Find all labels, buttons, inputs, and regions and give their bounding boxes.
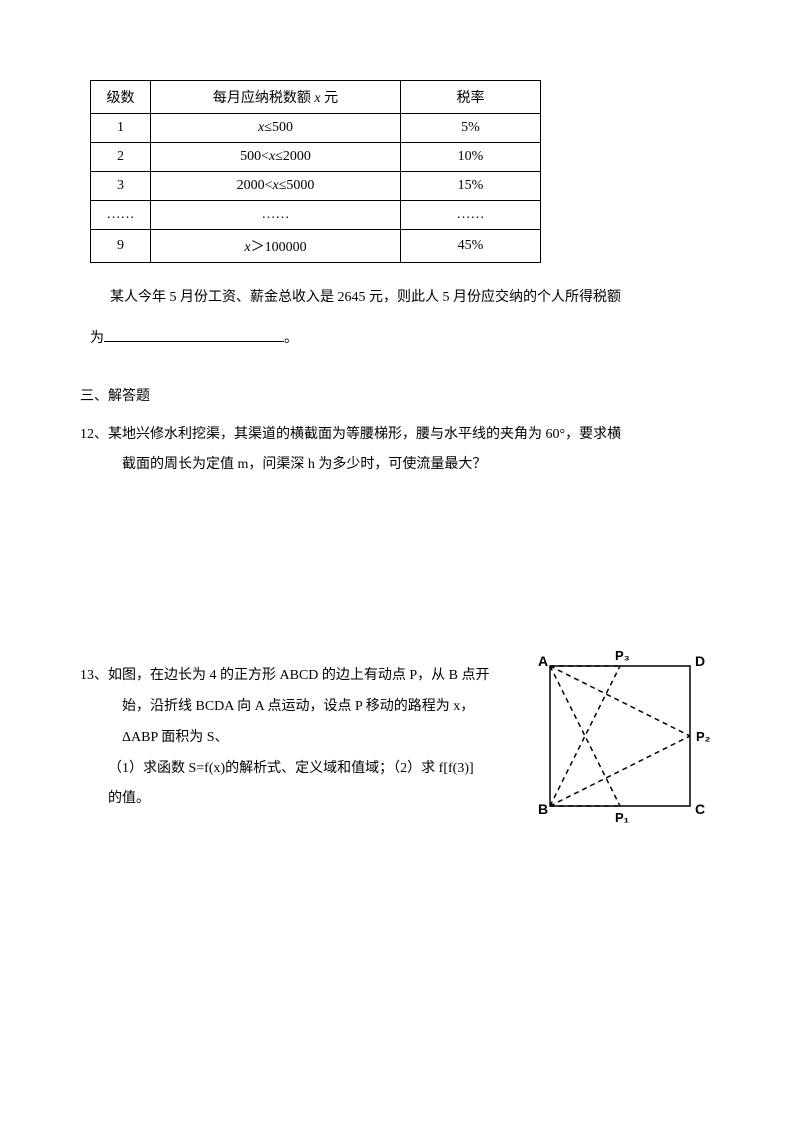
line-b-p3 (550, 666, 620, 806)
question-13-text: 13、如图，在边长为 4 的正方形 ABCD 的边上有动点 P，从 B 点开 始… (80, 661, 520, 815)
tax-problem-line2: 为。 (90, 324, 720, 355)
q13-line3: ΔABP 面积为 S、 (122, 723, 510, 754)
question-12: 12、某地兴修水利挖渠，其渠道的横截面为等腰梯形，腰与水平线的夹角为 60°，要… (80, 420, 720, 482)
line-a-p1 (550, 666, 620, 806)
tax-problem-text: 某人今年 5 月份工资、薪金总收入是 2645 元，则此人 5 月份应交纳的个人… (110, 283, 720, 314)
table-row: 9 x＞100000 45% (91, 230, 541, 263)
q13-sub1: （1）求函数 S=f(x)的解析式、定义域和值域；（2）求 f[f(3)] (108, 754, 510, 785)
tax-problem-suffix: 。 (284, 331, 298, 346)
question-13-container: 13、如图，在边长为 4 的正方形 ABCD 的边上有动点 P，从 B 点开 始… (80, 661, 720, 836)
line-a-p2 (550, 666, 690, 736)
header-rate: 税率 (401, 81, 541, 114)
label-b: B (538, 801, 548, 817)
label-p3: P₃ (615, 648, 630, 663)
cell-level: …… (91, 201, 151, 230)
table-row: 2 500<x≤2000 10% (91, 143, 541, 172)
label-c: C (695, 801, 705, 817)
table-header-row: 级数 每月应纳税数额 x 元 税率 (91, 81, 541, 114)
square-diagram: A B C D P₁ P₂ P₃ (520, 636, 720, 836)
diagram-svg: A B C D P₁ P₂ P₃ (520, 636, 720, 836)
tax-problem-line1: 某人今年 5 月份工资、薪金总收入是 2645 元，则此人 5 月份应交纳的个人… (110, 290, 621, 305)
cell-amount: x≤500 (151, 114, 401, 143)
cell-rate: 45% (401, 230, 541, 263)
q12-number: 12、 (80, 427, 108, 442)
label-p2: P₂ (696, 729, 711, 744)
square-abcd (550, 666, 690, 806)
label-a: A (538, 653, 548, 669)
fill-in-blank[interactable] (104, 328, 284, 342)
cell-amount: …… (151, 201, 401, 230)
tax-problem-prefix: 为 (90, 331, 104, 346)
table-row: …… …… …… (91, 201, 541, 230)
cell-rate: …… (401, 201, 541, 230)
cell-rate: 10% (401, 143, 541, 172)
header-level: 级数 (91, 81, 151, 114)
q13-number: 13、 (80, 668, 108, 683)
cell-level: 2 (91, 143, 151, 172)
cell-level: 3 (91, 172, 151, 201)
cell-amount: x＞100000 (151, 230, 401, 263)
q12-line1: 某地兴修水利挖渠，其渠道的横截面为等腰梯形，腰与水平线的夹角为 60°，要求横 (108, 427, 621, 442)
q13-sub2: 的值。 (108, 784, 510, 815)
q13-line2: 始，沿折线 BCDA 向 A 点运动，设点 P 移动的路程为 x， (122, 692, 510, 723)
label-p1: P₁ (615, 810, 629, 825)
q13-line1: 如图，在边长为 4 的正方形 ABCD 的边上有动点 P，从 B 点开 (108, 668, 490, 683)
cell-rate: 5% (401, 114, 541, 143)
table-row: 3 2000<x≤5000 15% (91, 172, 541, 201)
cell-level: 9 (91, 230, 151, 263)
q12-line2: 截面的周长为定值 m，问渠深 h 为多少时，可使流量最大？ (122, 450, 720, 481)
cell-rate: 15% (401, 172, 541, 201)
label-d: D (695, 653, 705, 669)
cell-amount: 2000<x≤5000 (151, 172, 401, 201)
tax-bracket-table: 级数 每月应纳税数额 x 元 税率 1 x≤500 5% 2 500<x≤200… (90, 80, 541, 263)
cell-amount: 500<x≤2000 (151, 143, 401, 172)
section-3-title: 三、解答题 (80, 385, 720, 405)
line-b-p2 (550, 736, 690, 806)
cell-level: 1 (91, 114, 151, 143)
header-amount: 每月应纳税数额 x 元 (151, 81, 401, 114)
table-row: 1 x≤500 5% (91, 114, 541, 143)
